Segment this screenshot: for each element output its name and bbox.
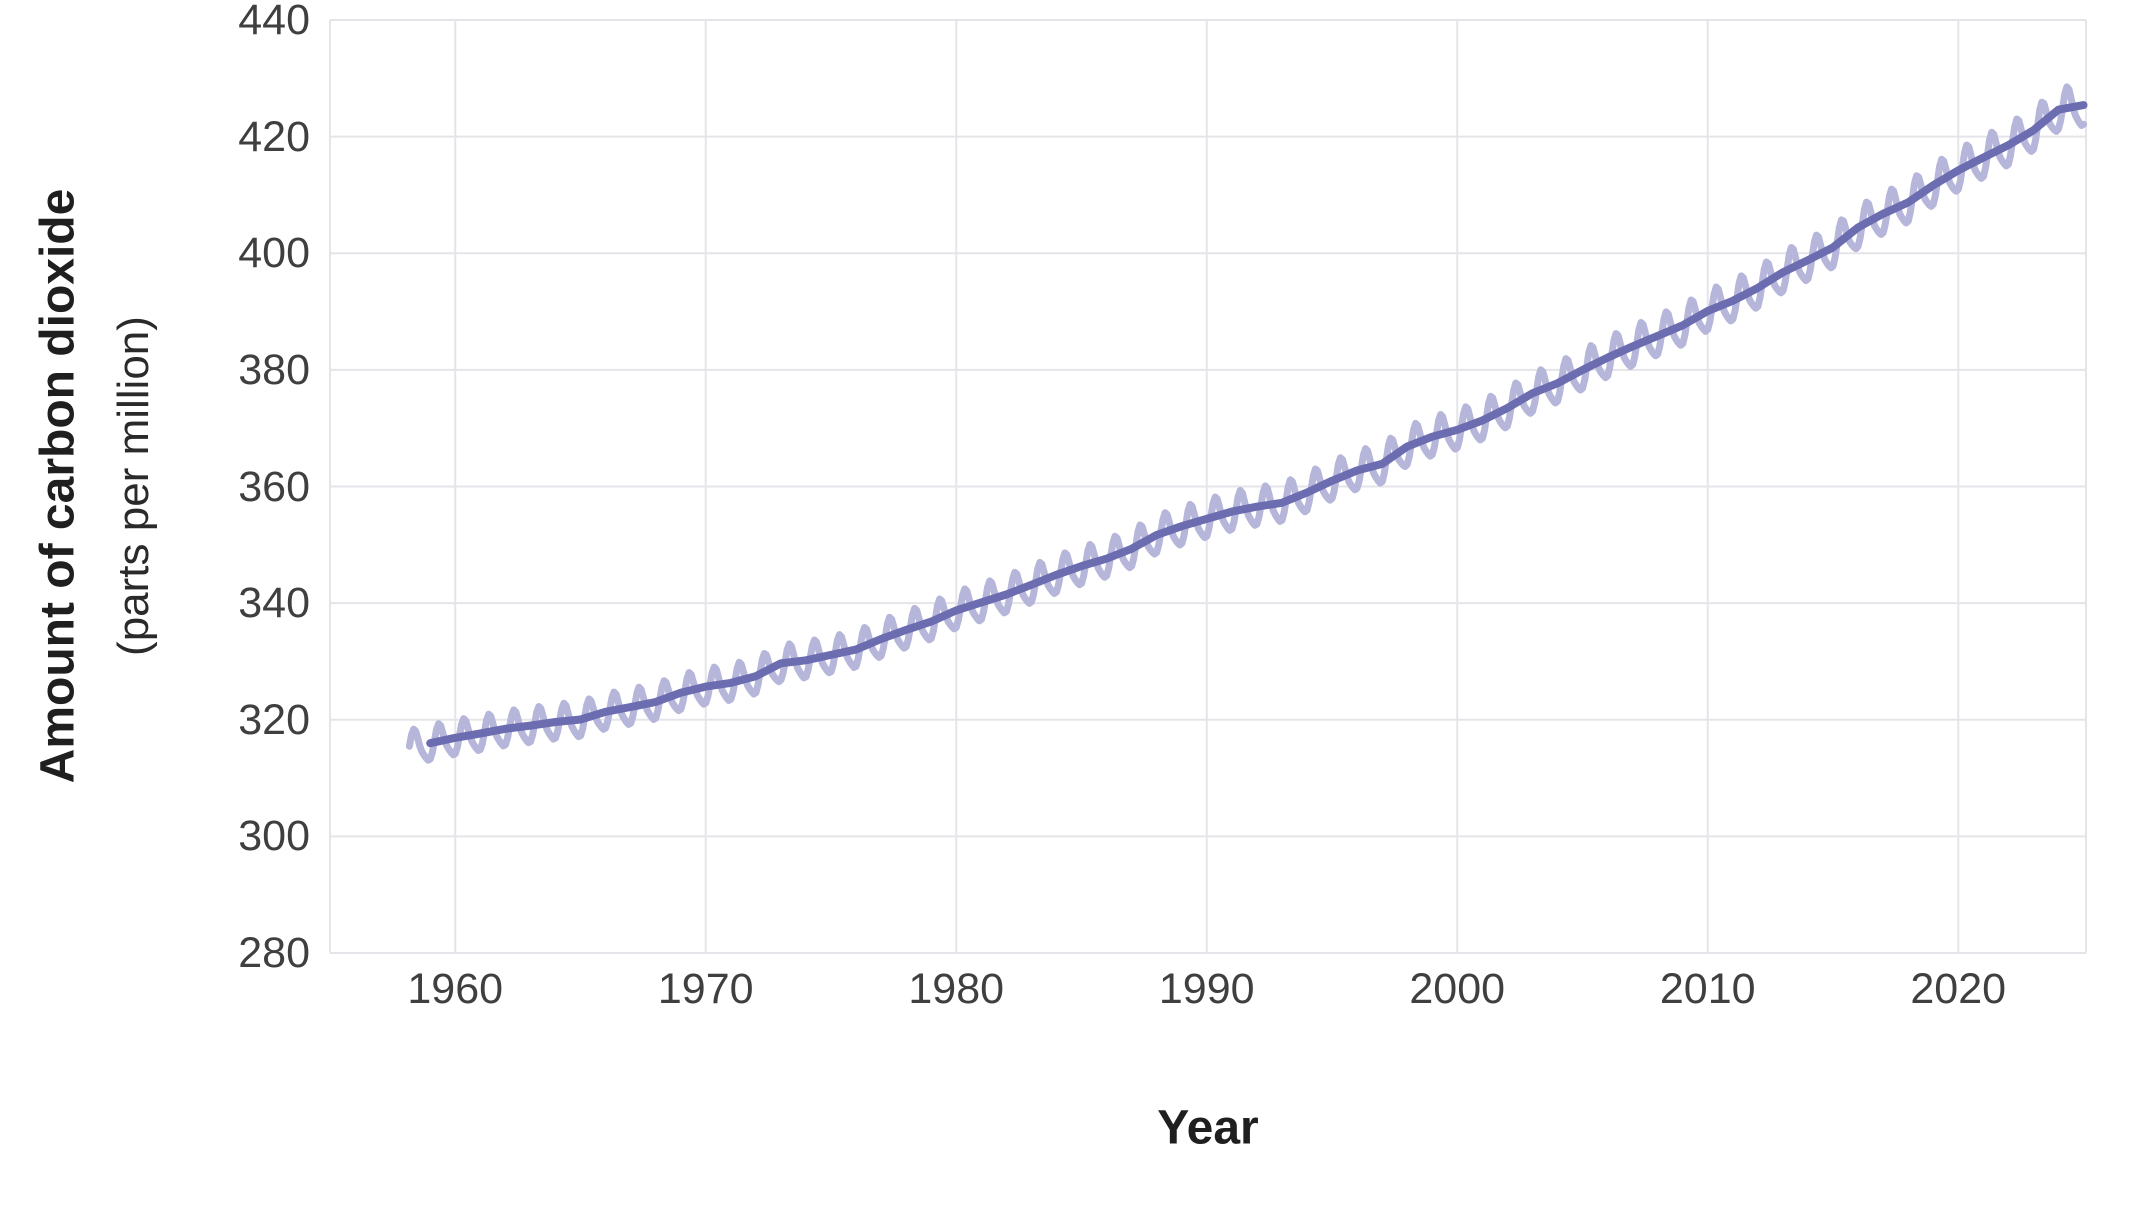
monthly-co2-line [405,83,2088,764]
y-tick-label-340: 340 [238,579,310,628]
x-tick-label-1960: 1960 [407,965,504,1013]
x-axis-title: Year [1157,1101,1259,1155]
x-tick-label-1980: 1980 [908,965,1005,1013]
y-tick-label-280: 280 [238,929,310,977]
x-tick-label-1990: 1990 [1158,965,1255,1013]
y-tick-label-320: 320 [238,695,310,744]
x-tick-label-2000: 2000 [1409,965,1506,1013]
trend-co2-line [426,101,2088,748]
x-tick-label-2010: 2010 [1659,965,1756,1013]
y-tick-label-300: 300 [238,812,310,861]
x-tick-label-2020: 2020 [1910,965,2007,1013]
y-tick-label-440: 440 [238,0,310,44]
x-tick-label-1970: 1970 [657,965,754,1013]
y-axis-subtitle: (parts per million) [109,316,158,656]
y-tick-label-360: 360 [238,462,310,511]
y-axis-title: Amount of carbon dioxide [31,188,85,784]
data-series [405,83,2088,764]
y-tick-label-420: 420 [238,112,310,161]
y-tick-label-380: 380 [238,345,310,394]
gridlines [329,19,2087,954]
y-tick-label-400: 400 [238,229,310,278]
